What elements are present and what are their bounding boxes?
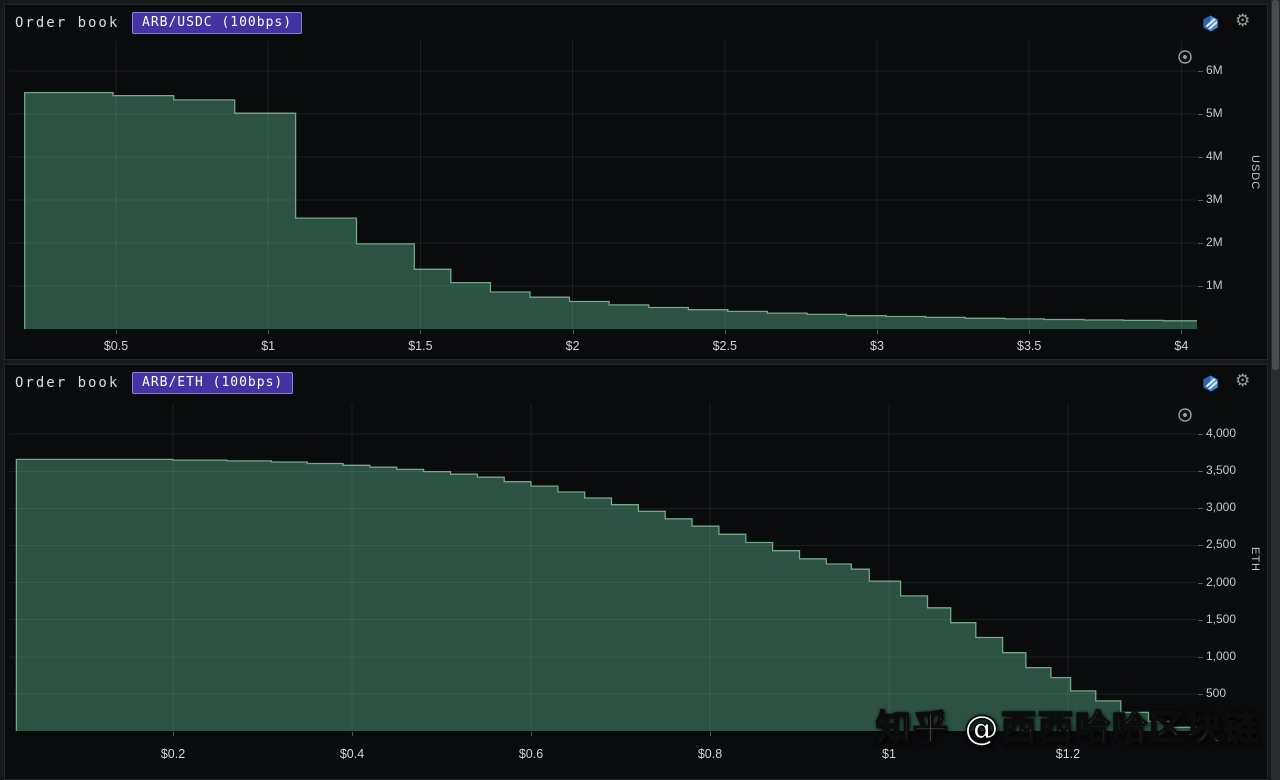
x-tick-mark: [352, 732, 354, 736]
gear-icon[interactable]: ⚙: [1235, 11, 1251, 31]
hexagon-logo-icon[interactable]: [1202, 375, 1219, 392]
y-tick-label: 2M: [1206, 235, 1223, 250]
x-tick-label: $0.4: [339, 747, 365, 761]
bullseye-icon[interactable]: [1177, 49, 1193, 65]
y-tick-label: 3M: [1206, 192, 1223, 207]
y-tick-mark: [1198, 114, 1203, 116]
hexagon-logo-icon[interactable]: [1202, 15, 1219, 32]
x-tick-label: $0.2: [160, 747, 186, 761]
gear-icon[interactable]: ⚙: [1235, 371, 1251, 391]
pair-badge[interactable]: ARB/USDC (100bps): [132, 12, 303, 34]
y-tick-label: 6M: [1206, 63, 1223, 78]
depth-line: [15, 458, 1197, 731]
y-tick-mark: [1198, 243, 1203, 245]
y-tick-label: 2,000: [1206, 574, 1237, 589]
y-tick-mark: [1198, 508, 1203, 510]
depth-area: [24, 92, 1197, 329]
depth-line: [24, 91, 1197, 329]
watermark: 知乎 @西西哈哈区块链: [875, 708, 1260, 750]
x-tick-mark: [709, 732, 711, 736]
y-tick-label: 1,500: [1206, 611, 1237, 626]
x-tick-mark: [888, 732, 890, 736]
x-tick-mark: [268, 330, 270, 334]
x-tick-mark: [531, 732, 532, 736]
x-tick-mark: [420, 330, 422, 334]
y-tick-label: 1,000: [1206, 648, 1237, 663]
x-tick-label: $4: [1174, 339, 1189, 353]
x-tick-label: $1.5: [408, 339, 433, 353]
panel-title: Order book: [15, 375, 120, 391]
bullseye-icon[interactable]: [1177, 407, 1193, 423]
orderbook-depth-chart-usdc[interactable]: [9, 41, 1197, 329]
x-tick-label: $2.5: [712, 339, 737, 353]
x-tick-mark: [876, 330, 878, 334]
x-tick-label: $1.2: [1055, 747, 1081, 761]
orderbook-panel-usdc: Order book ARB/USDC (100bps) ⚙ USDC $0.5…: [4, 4, 1268, 360]
y-tick-mark: [1198, 286, 1203, 287]
y-tick-label: 4,000: [1206, 426, 1237, 441]
y-tick-mark: [1198, 434, 1203, 436]
x-tick-label: $2: [565, 339, 580, 353]
y-tick-mark: [1198, 157, 1203, 159]
y-tick-mark: [1198, 619, 1203, 621]
y-tick-label: 4M: [1206, 149, 1223, 164]
depth-area: [16, 459, 1197, 731]
y-tick-mark: [1198, 200, 1203, 202]
x-tick-label: $0.8: [697, 747, 723, 761]
y-tick-label: 500: [1206, 685, 1227, 700]
y-axis-unit: USDC: [1249, 155, 1261, 191]
x-tick-mark: [572, 330, 574, 334]
x-tick-mark: [724, 330, 726, 334]
y-tick-label: 3,500: [1206, 463, 1237, 478]
y-tick-label: 1M: [1206, 278, 1223, 292]
panel-header: Order book ARB/ETH (100bps) ⚙: [5, 365, 1267, 401]
scrollbar[interactable]: [1271, 0, 1280, 780]
orderbook-depth-chart-eth[interactable]: [9, 403, 1197, 731]
x-tick-label: $3.5: [1017, 339, 1042, 353]
x-tick-label: $0.6: [518, 747, 544, 761]
x-tick-mark: [1181, 330, 1183, 334]
y-tick-mark: [1198, 582, 1203, 584]
scrollbar-thumb[interactable]: [1272, 0, 1279, 370]
pair-badge[interactable]: ARB/ETH (100bps): [132, 372, 294, 394]
y-axis-unit: ETH: [1249, 547, 1261, 572]
x-tick-mark: [1067, 732, 1069, 736]
y-tick-mark: [1198, 71, 1203, 73]
orderbook-panel-eth: Order book ARB/ETH (100bps) ⚙ ETH $0.2 $0…: [4, 364, 1268, 780]
y-tick-label: 5M: [1206, 106, 1223, 121]
x-tick-mark: [173, 732, 175, 736]
x-tick-mark: [1029, 330, 1031, 334]
x-tick-label: $3: [870, 339, 884, 353]
panel-header: Order book ARB/USDC (100bps) ⚙: [5, 5, 1267, 41]
x-tick-label: $1: [882, 747, 896, 761]
y-tick-mark: [1198, 656, 1203, 658]
y-tick-label: 3,000: [1206, 500, 1237, 515]
y-tick-mark: [1198, 471, 1203, 473]
y-tick-label: 2,500: [1206, 537, 1237, 552]
x-tick-mark: [115, 330, 117, 334]
panel-title: Order book: [15, 15, 120, 31]
y-tick-mark: [1198, 545, 1203, 547]
x-tick-label: $0.5: [103, 339, 129, 353]
x-tick-label: $1: [261, 339, 276, 353]
y-tick-mark: [1198, 693, 1203, 695]
